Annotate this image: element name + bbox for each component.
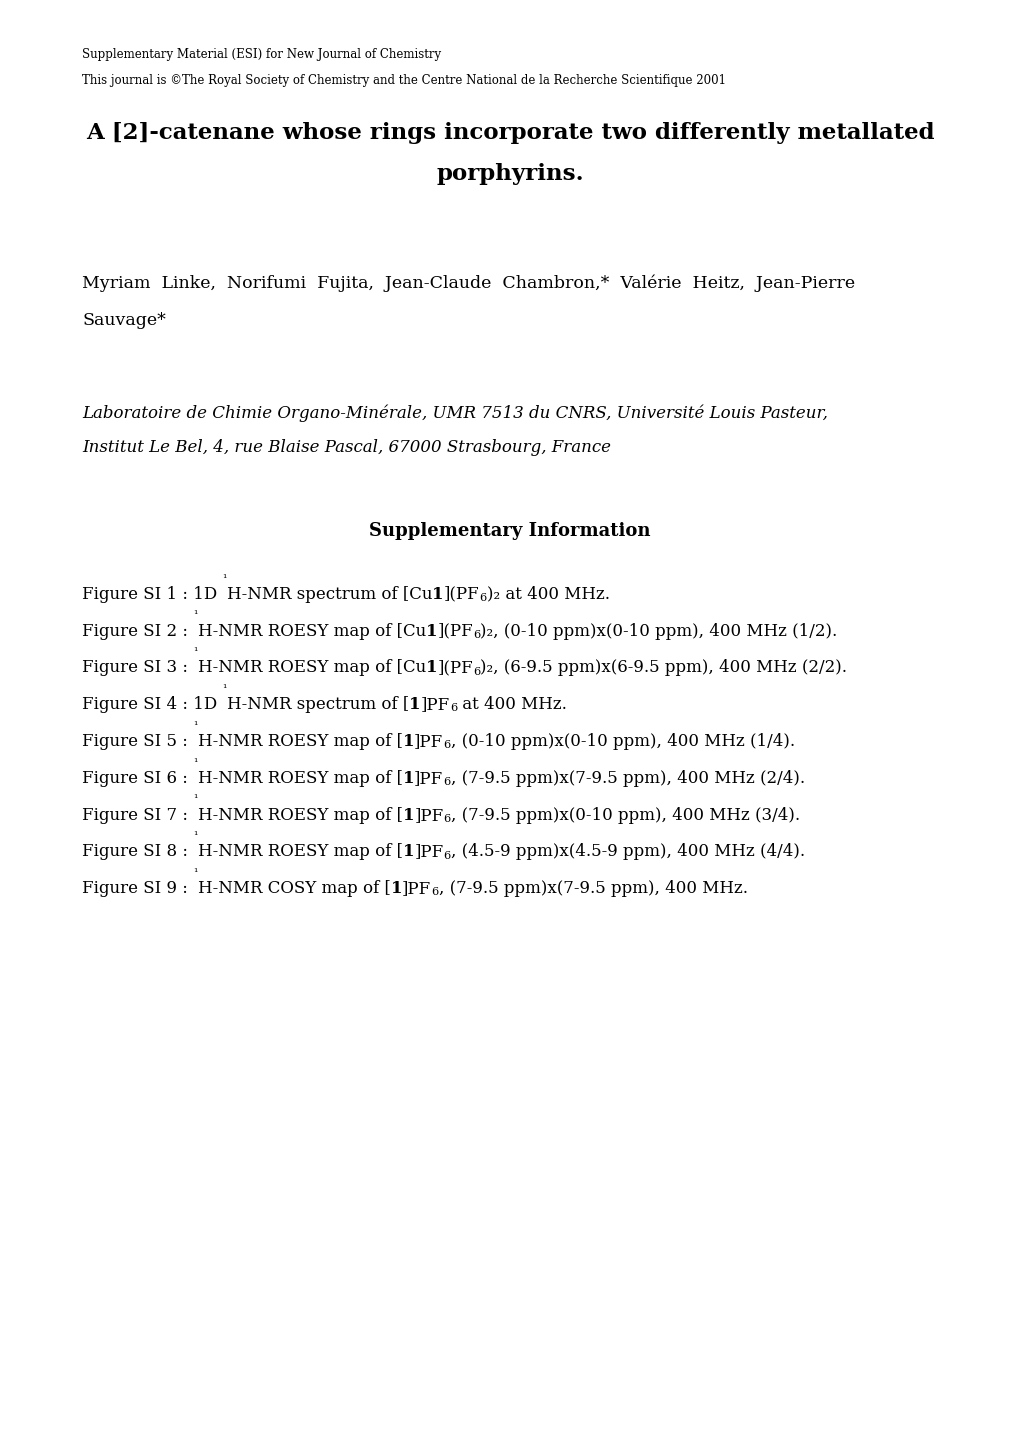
Text: This journal is ©The Royal Society of Chemistry and the Centre National de la Re: This journal is ©The Royal Society of Ch… xyxy=(82,74,726,87)
Text: 1: 1 xyxy=(426,659,437,677)
Text: H-NMR spectrum of [Cu: H-NMR spectrum of [Cu xyxy=(227,586,432,603)
Text: ¹: ¹ xyxy=(193,867,198,877)
Text: Supplementary Material (ESI) for New Journal of Chemistry: Supplementary Material (ESI) for New Jou… xyxy=(82,48,440,62)
Text: 1: 1 xyxy=(403,733,414,750)
Text: H-NMR ROESY map of [: H-NMR ROESY map of [ xyxy=(198,807,403,824)
Text: H-NMR ROESY map of [Cu: H-NMR ROESY map of [Cu xyxy=(198,659,426,677)
Text: )₂, (0-10 ppm)x(0-10 ppm), 400 MHz (1/2).: )₂, (0-10 ppm)x(0-10 ppm), 400 MHz (1/2)… xyxy=(480,623,837,639)
Text: Figure SI 9 :: Figure SI 9 : xyxy=(82,880,193,898)
Text: , (7-9.5 ppm)x(7-9.5 ppm), 400 MHz.: , (7-9.5 ppm)x(7-9.5 ppm), 400 MHz. xyxy=(438,880,747,898)
Text: 1: 1 xyxy=(390,880,401,898)
Text: H-NMR spectrum of [: H-NMR spectrum of [ xyxy=(227,697,409,713)
Text: ¹: ¹ xyxy=(193,831,198,841)
Text: , (0-10 ppm)x(0-10 ppm), 400 MHz (1/4).: , (0-10 ppm)x(0-10 ppm), 400 MHz (1/4). xyxy=(450,733,794,750)
Text: 6: 6 xyxy=(443,851,450,860)
Text: 6: 6 xyxy=(443,776,450,786)
Text: 1: 1 xyxy=(403,843,414,860)
Text: 1: 1 xyxy=(409,697,421,713)
Text: H-NMR ROESY map of [: H-NMR ROESY map of [ xyxy=(198,843,403,860)
Text: ¹: ¹ xyxy=(222,684,227,694)
Text: ](PF: ](PF xyxy=(437,623,473,639)
Text: H-NMR COSY map of [: H-NMR COSY map of [ xyxy=(198,880,390,898)
Text: Figure SI 4 : 1D: Figure SI 4 : 1D xyxy=(82,697,222,713)
Text: ¹: ¹ xyxy=(193,722,198,730)
Text: ¹: ¹ xyxy=(193,610,198,620)
Text: 6: 6 xyxy=(443,740,450,750)
Text: ]PF: ]PF xyxy=(414,807,443,824)
Text: Figure SI 2 :: Figure SI 2 : xyxy=(82,623,193,639)
Text: , (7-9.5 ppm)x(0-10 ppm), 400 MHz (3/4).: , (7-9.5 ppm)x(0-10 ppm), 400 MHz (3/4). xyxy=(450,807,799,824)
Text: H-NMR ROESY map of [: H-NMR ROESY map of [ xyxy=(198,769,403,786)
Text: 1: 1 xyxy=(426,623,437,639)
Text: 6: 6 xyxy=(431,887,438,898)
Text: , (4.5-9 ppm)x(4.5-9 ppm), 400 MHz (4/4).: , (4.5-9 ppm)x(4.5-9 ppm), 400 MHz (4/4)… xyxy=(450,843,804,860)
Text: Laboratoire de Chimie Organo-Minérale, UMR 7513 du CNRS, Université Louis Pasteu: Laboratoire de Chimie Organo-Minérale, U… xyxy=(82,405,827,423)
Text: Figure SI 7 :: Figure SI 7 : xyxy=(82,807,193,824)
Text: Myriam  Linke,  Norifumi  Fujita,  Jean-Claude  Chambron,*  Valérie  Heitz,  Jea: Myriam Linke, Norifumi Fujita, Jean-Clau… xyxy=(82,274,854,293)
Text: 1: 1 xyxy=(403,807,414,824)
Text: ]PF: ]PF xyxy=(401,880,431,898)
Text: 1: 1 xyxy=(432,586,443,603)
Text: at 400 MHz.: at 400 MHz. xyxy=(457,697,567,713)
Text: H-NMR ROESY map of [: H-NMR ROESY map of [ xyxy=(198,733,403,750)
Text: A [2]-catenane whose rings incorporate two differently metallated: A [2]-catenane whose rings incorporate t… xyxy=(86,123,933,144)
Text: ]PF: ]PF xyxy=(414,843,443,860)
Text: 6: 6 xyxy=(479,593,486,603)
Text: ]PF: ]PF xyxy=(414,769,443,786)
Text: ]PF: ]PF xyxy=(414,733,443,750)
Text: ¹: ¹ xyxy=(193,758,198,768)
Text: H-NMR ROESY map of [Cu: H-NMR ROESY map of [Cu xyxy=(198,623,426,639)
Text: Figure SI 5 :: Figure SI 5 : xyxy=(82,733,193,750)
Text: Sauvage*: Sauvage* xyxy=(82,313,166,329)
Text: ]PF: ]PF xyxy=(421,697,449,713)
Text: Figure SI 1 : 1D: Figure SI 1 : 1D xyxy=(82,586,222,603)
Text: Figure SI 6 :: Figure SI 6 : xyxy=(82,769,193,786)
Text: Supplementary Information: Supplementary Information xyxy=(369,522,650,540)
Text: 6: 6 xyxy=(449,704,457,713)
Text: Figure SI 8 :: Figure SI 8 : xyxy=(82,843,193,860)
Text: 1: 1 xyxy=(403,769,414,786)
Text: 6: 6 xyxy=(443,814,450,824)
Text: 6: 6 xyxy=(473,667,480,677)
Text: , (7-9.5 ppm)x(7-9.5 ppm), 400 MHz (2/4).: , (7-9.5 ppm)x(7-9.5 ppm), 400 MHz (2/4)… xyxy=(450,769,804,786)
Text: ](PF: ](PF xyxy=(443,586,479,603)
Text: )₂ at 400 MHz.: )₂ at 400 MHz. xyxy=(486,586,609,603)
Text: )₂, (6-9.5 ppm)x(6-9.5 ppm), 400 MHz (2/2).: )₂, (6-9.5 ppm)x(6-9.5 ppm), 400 MHz (2/… xyxy=(480,659,847,677)
Text: 6: 6 xyxy=(473,629,480,639)
Text: ¹: ¹ xyxy=(193,794,198,804)
Text: Institut Le Bel, 4, rue Blaise Pascal, 67000 Strasbourg, France: Institut Le Bel, 4, rue Blaise Pascal, 6… xyxy=(82,439,610,456)
Text: ¹: ¹ xyxy=(193,646,198,657)
Text: ](PF: ](PF xyxy=(437,659,473,677)
Text: ¹: ¹ xyxy=(222,574,227,583)
Text: Figure SI 3 :: Figure SI 3 : xyxy=(82,659,193,677)
Text: porphyrins.: porphyrins. xyxy=(436,163,583,185)
